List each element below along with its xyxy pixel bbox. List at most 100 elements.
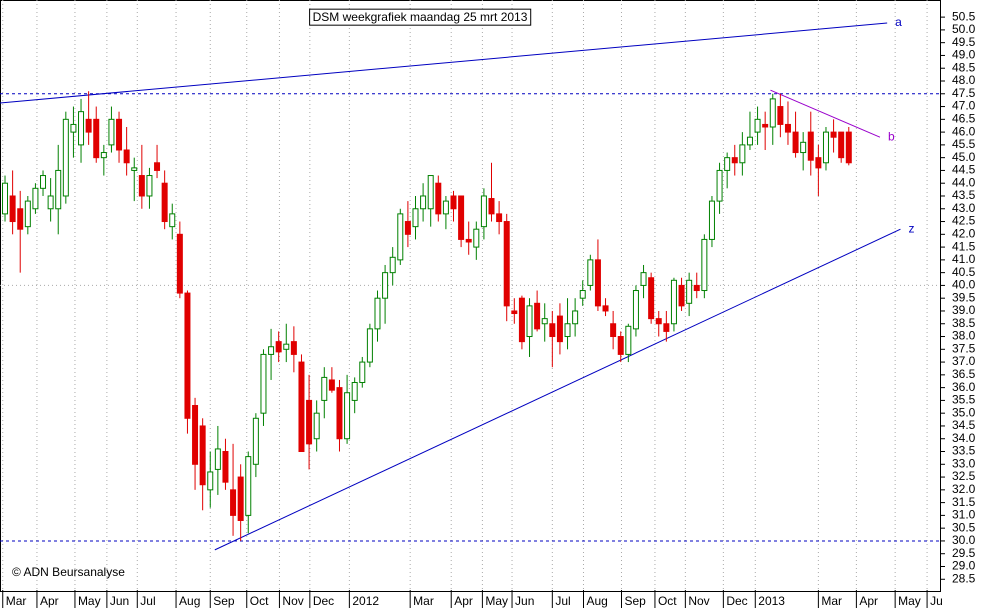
candle-body: [116, 118, 123, 151]
candle-body: [739, 144, 746, 164]
title-box: [309, 8, 532, 26]
candle-body: [845, 131, 852, 164]
x-tick-label: Apr: [454, 594, 473, 608]
candle-body: [724, 157, 731, 171]
plot-frame: [0, 0, 941, 592]
x-tick-label: Apr: [40, 594, 59, 608]
candle-body: [55, 169, 62, 210]
candle-body: [412, 208, 419, 228]
candle-body: [572, 310, 579, 325]
trendline-label: a: [895, 15, 902, 29]
trendline: [770, 89, 881, 138]
x-tick-label: Mar: [821, 594, 842, 608]
candle-body: [541, 318, 548, 325]
candle-body: [252, 417, 259, 465]
candle-body: [328, 379, 335, 391]
y-tick-label: 33.5: [952, 444, 976, 458]
y-tick-label: 36.0: [952, 380, 976, 394]
candle-body: [496, 213, 503, 223]
x-tick-label: Jun: [110, 594, 129, 608]
y-tick-label: 30.0: [952, 533, 976, 547]
y-tick-label: 50.5: [952, 9, 976, 23]
x-tick-label: May: [485, 594, 508, 608]
y-tick-label: 28.5: [952, 571, 976, 585]
y-tick-label: 49.5: [952, 35, 976, 49]
candle-body: [815, 157, 822, 169]
y-tick-label: 36.5: [952, 367, 976, 381]
candle-body: [731, 157, 738, 164]
candle-body: [230, 489, 237, 516]
x-tick-label: Apr: [859, 594, 878, 608]
x-tick-label: Sep: [624, 594, 646, 608]
candle-body: [199, 425, 206, 486]
candle-body: [663, 323, 670, 332]
y-tick-label: 47.5: [952, 86, 976, 100]
candle-body: [70, 123, 77, 133]
candle-body: [754, 118, 761, 133]
candle-body: [290, 341, 297, 355]
candle-body: [268, 346, 275, 355]
candle-body: [192, 405, 199, 465]
x-tick-label: 2013: [758, 594, 785, 608]
candle-body: [632, 290, 639, 330]
candle-body: [488, 198, 495, 215]
y-tick-label: 50.0: [952, 22, 976, 36]
x-tick-label: Oct: [658, 594, 677, 608]
candle-body: [579, 290, 586, 299]
candle-body: [374, 297, 381, 330]
candle-body: [784, 123, 791, 133]
candle-body: [78, 111, 85, 146]
chart-title: DSM weekgrafiek maandag 25 mrt 2013: [313, 10, 528, 24]
candle-body: [176, 233, 183, 294]
y-tick-label: 37.5: [952, 341, 976, 355]
x-tick-label: Jul: [555, 594, 570, 608]
y-tick-label: 38.5: [952, 316, 976, 330]
candle-body: [214, 448, 221, 470]
candle-body: [169, 213, 176, 228]
y-tick-label: 46.0: [952, 124, 976, 138]
candle-body: [564, 323, 571, 338]
y-tick-label: 33.0: [952, 456, 976, 470]
candle-body: [640, 272, 647, 286]
y-tick-label: 39.5: [952, 290, 976, 304]
y-tick-label: 40.0: [952, 278, 976, 292]
candles: [2, 91, 852, 541]
x-tick-label: Nov: [282, 594, 303, 608]
candle-body: [313, 412, 320, 440]
candle-body: [534, 302, 541, 330]
candle-body: [693, 284, 700, 292]
y-tick-label: 35.5: [952, 393, 976, 407]
candle-body: [602, 305, 609, 312]
y-tick-label: 45.0: [952, 150, 976, 164]
y-tick-label: 49.0: [952, 48, 976, 62]
candle-body: [830, 131, 837, 138]
candle-body: [100, 152, 107, 159]
candle-body: [108, 118, 115, 146]
candle-body: [655, 318, 662, 325]
y-tick-label: 30.5: [952, 520, 976, 534]
candle-body: [442, 200, 449, 215]
candle-body: [131, 167, 138, 171]
candle-body: [146, 175, 153, 197]
candle-body: [138, 175, 145, 197]
candle-body: [822, 131, 829, 164]
y-tick-label: 42.5: [952, 214, 976, 228]
candle-body: [161, 182, 168, 223]
candle-body: [306, 399, 313, 445]
candle-body: [359, 361, 366, 384]
y-tick-label: 47.0: [952, 99, 976, 113]
candle-body: [625, 325, 632, 355]
x-tick-label: Dec: [726, 594, 747, 608]
candle-body: [404, 221, 411, 235]
x-tick-label: Aug: [179, 594, 200, 608]
candle-body: [480, 195, 487, 228]
candle-body: [366, 328, 373, 363]
candle-body: [283, 343, 290, 350]
candle-body: [792, 131, 799, 154]
candle-body: [2, 182, 9, 215]
y-tick-label: 32.5: [952, 469, 976, 483]
candle-body: [336, 387, 343, 440]
candle-body: [465, 238, 472, 243]
candle-body: [511, 310, 518, 315]
